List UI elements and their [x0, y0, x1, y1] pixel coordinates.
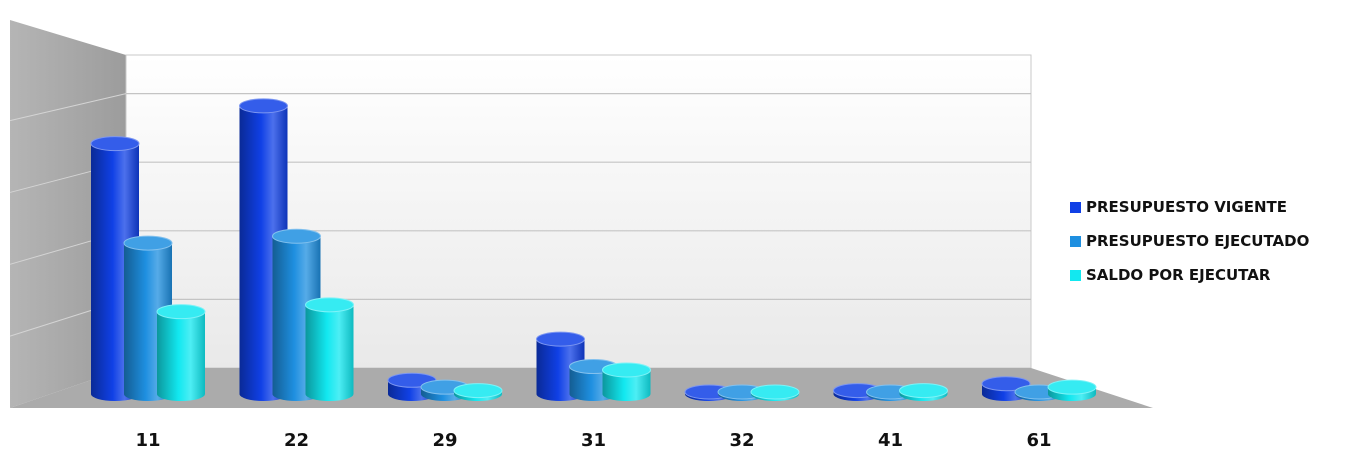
legend-swatch-presupuesto-ejecutado: [1070, 235, 1081, 247]
x-tick-label-11: 11: [135, 430, 160, 451]
x-tick-label-22: 22: [284, 430, 309, 451]
x-axis-labels: 11 22 29 31 32 41 61: [135, 430, 1051, 451]
legend-item-presupuesto-vigente: PRESUPUESTO VIGENTE: [1070, 190, 1309, 224]
legend-swatch-presupuesto-vigente: [1070, 201, 1081, 213]
x-tick-label-41: 41: [878, 430, 903, 451]
bar-41-series-3: [899, 383, 948, 402]
x-tick-label-31: 31: [581, 430, 606, 451]
legend-label-saldo-por-ejecutar: SALDO POR EJECUTAR: [1086, 266, 1271, 284]
bar-29-series-3: [453, 383, 503, 401]
legend: PRESUPUESTO VIGENTE PRESUPUESTO EJECUTAD…: [1070, 190, 1309, 292]
bar-11-series-3: [156, 304, 206, 401]
gridline-side: [9, 93, 127, 122]
x-tick-label-32: 32: [729, 430, 754, 451]
bar-31-series-3: [602, 362, 651, 402]
x-tick-label-61: 61: [1026, 430, 1051, 451]
legend-swatch-saldo-por-ejecutar: [1070, 269, 1081, 281]
bars-group: [90, 98, 1097, 402]
bar-32-series-3: [750, 384, 800, 401]
bar-22-series-3: [305, 297, 354, 402]
x-tick-label-29: 29: [432, 430, 457, 451]
legend-label-presupuesto-ejecutado: PRESUPUESTO EJECUTADO: [1086, 232, 1310, 250]
legend-item-presupuesto-ejecutado: PRESUPUESTO EJECUTADO: [1070, 224, 1309, 258]
bar-61-series-3: [1047, 379, 1097, 401]
legend-item-saldo-por-ejecutar: SALDO POR EJECUTAR: [1070, 258, 1309, 292]
legend-label-presupuesto-vigente: PRESUPUESTO VIGENTE: [1086, 198, 1287, 216]
